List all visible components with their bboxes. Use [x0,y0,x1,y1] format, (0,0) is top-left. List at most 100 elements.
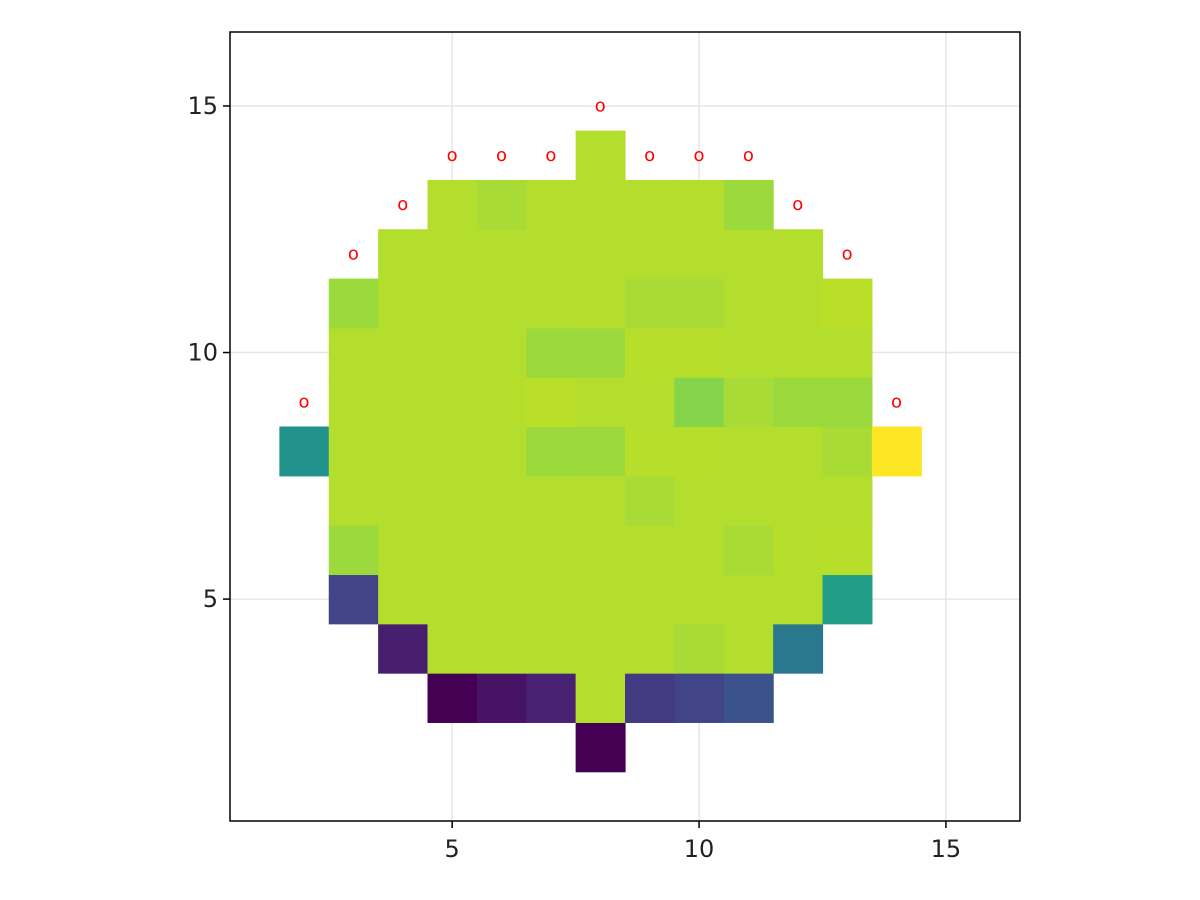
heatmap-cell [378,525,429,576]
heatmap-cell [476,278,527,329]
marker-label: o [595,95,606,116]
heatmap-cell [822,377,873,428]
heatmap-cell [476,377,527,428]
heatmap-cell [723,525,774,576]
heatmap-cell [279,426,330,477]
heatmap-cell [822,426,873,477]
heatmap-cell [575,278,626,329]
marker-label: o [792,194,803,215]
heatmap-cell [674,623,725,674]
heatmap-cell [822,278,873,329]
x-tick-label: 5 [445,835,460,863]
heatmap-cell [625,623,675,674]
heatmap-cell [378,623,429,674]
marker-label: o [299,391,310,412]
heatmap-cell [526,673,577,723]
heatmap-cell [723,179,774,230]
plot-frame [229,31,1021,822]
heatmap-cell [526,179,577,230]
heatmap-cell [625,426,675,477]
heatmap-cell [575,179,626,230]
heatmap-cell [674,673,725,723]
heatmap-cell [625,574,675,625]
heatmap-cell [625,673,675,723]
heatmap-cell [723,327,774,378]
heatmap-cell [674,525,725,576]
x-tick-label: 15 [931,835,962,863]
y-tick-label: 10 [187,339,218,367]
heatmap-cell [723,229,774,280]
heatmap-cell [674,574,725,625]
heatmap-cell [723,278,774,329]
heatmap-cell [773,278,824,329]
heatmap-cell [378,426,429,477]
heatmap-cell [575,673,626,723]
heatmap-cell [526,525,577,576]
heatmap-cell [328,278,379,329]
heatmap-cells [279,130,922,773]
heatmap-cell [526,278,577,329]
heatmap-cell [328,426,379,477]
heatmap-cell [871,426,922,477]
heatmap-cell [427,673,478,723]
heatmap-cell [476,574,527,625]
heatmap-cell [575,623,626,674]
heatmap-cell [526,377,577,428]
heatmap-cell [427,327,478,378]
axis-ticks: 5 10 15 5 10 15 [187,92,961,863]
heatmap-cell [378,229,429,280]
heatmap-cell [427,179,478,230]
marker-label: o [842,243,853,264]
y-tick-label: 5 [203,585,218,613]
heatmap-cell [476,229,527,280]
heatmap-cell [476,673,527,723]
heatmap-cell [526,574,577,625]
heatmap-cell [476,623,527,674]
heatmap-cell [674,377,725,428]
heatmap-cell [575,130,626,181]
heatmap-cell [427,623,478,674]
heatmap-cell [378,475,429,526]
heatmap-cell [674,475,725,526]
heatmap-cell [476,327,527,378]
heatmap-cell [476,475,527,526]
heatmap-cell [773,426,824,477]
marker-label: o [891,391,902,412]
marker-label: o [348,243,359,264]
heatmap-cell [575,229,626,280]
heatmap-cell [427,574,478,625]
heatmap-cell [625,229,675,280]
heatmap-cell [625,179,675,230]
heatmap-cell [773,525,824,576]
heatmap-cell [674,426,725,477]
heatmap-cell [328,475,379,526]
heatmap-cell [328,574,379,625]
heatmap-cell [822,327,873,378]
heatmap-cell [773,377,824,428]
heatmap-cell [427,475,478,526]
heatmap-cell [723,673,774,723]
x-tick-label: 10 [684,835,715,863]
marker-label: o [694,145,705,166]
marker-label: o [397,194,408,215]
heatmap-cell [674,229,725,280]
heatmap-cell [822,574,873,625]
heatmap-cell [427,278,478,329]
heatmap-cell [575,327,626,378]
heatmap-cell [723,623,774,674]
marker-label: o [447,145,458,166]
heatmap-cell [575,475,626,526]
heatmap-cell [378,574,429,625]
marker-label: o [545,145,556,166]
heatmap-cell [674,327,725,378]
heatmap-cell [328,377,379,428]
heatmap-cell [822,475,873,526]
heatmap-cell [625,377,675,428]
heatmap-cell [476,426,527,477]
heatmap-cell [427,229,478,280]
marker-label: o [743,145,754,166]
heatmap-cell [625,525,675,576]
heatmap-cell [625,475,675,526]
heatmap-cell [822,525,873,576]
